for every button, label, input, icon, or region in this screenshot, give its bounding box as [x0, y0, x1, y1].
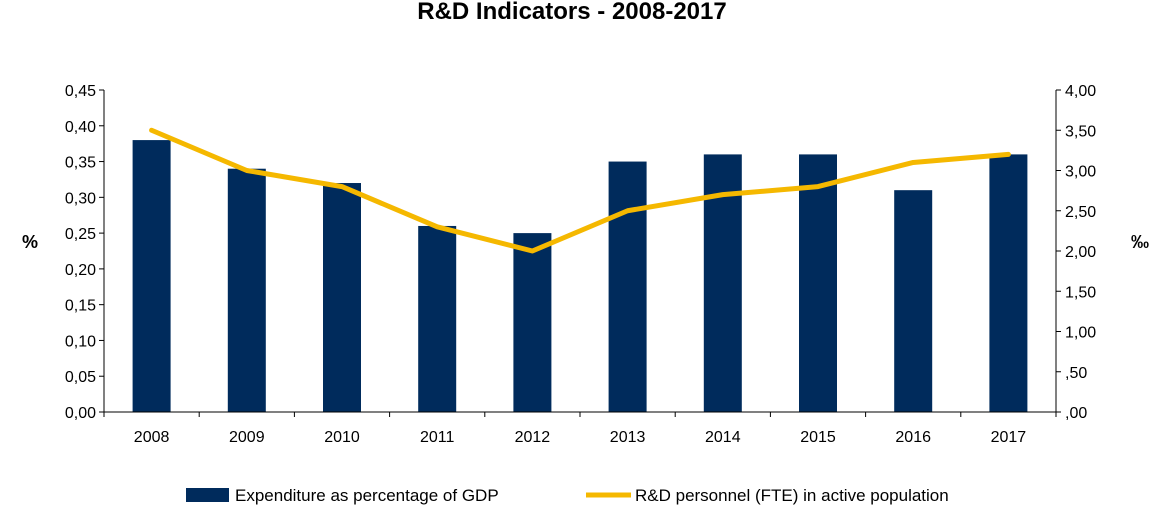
x-ticks: 2008 2009 2010 2011 2012 2013 2014 2015 2016 2017 — [103, 412, 1057, 446]
axes: 0,00 0,05 0,10 0,15 0,20 0,25 0,30 0,35 0,40 0,45… — [65, 83, 1096, 446]
left-y-axis-label: % — [22, 232, 38, 252]
right-tick-label: 1,50 — [1065, 284, 1096, 301]
left-y-ticks: 0,00 0,05 0,10 0,15 0,20 0,25 0,30 0,35 0,40 0,45 — [65, 83, 104, 422]
x-tick-label-2015: 2015 — [800, 429, 836, 446]
right-tick-label: 2,50 — [1065, 204, 1096, 221]
x-tick-label-2012: 2012 — [515, 429, 551, 446]
legend: Expenditure as percentage of GDP R&D per… — [186, 486, 949, 505]
legend-label-bars: Expenditure as percentage of GDP — [235, 486, 499, 505]
left-tick-label: 0,00 — [65, 405, 96, 422]
left-tick-label: 0,45 — [65, 83, 96, 100]
right-tick-label: ,00 — [1065, 405, 1087, 422]
right-y-axis-label: ‰ — [1131, 232, 1149, 252]
right-tick-label: 4,00 — [1065, 83, 1096, 100]
x-tick-label-2011: 2011 — [420, 429, 455, 446]
bar-2011 — [418, 225, 457, 412]
left-tick-label: 0,10 — [65, 333, 96, 350]
left-tick-label: 0,05 — [65, 369, 96, 386]
x-tick-label-2008: 2008 — [134, 429, 170, 446]
legend-swatch-bars — [186, 488, 229, 502]
bar-2012 — [513, 233, 552, 412]
right-tick-label: 3,50 — [1065, 123, 1096, 140]
right-tick-label: 2,00 — [1065, 244, 1096, 261]
bar-2008 — [132, 140, 171, 413]
bar-2013 — [608, 161, 647, 412]
x-tick-label-2010: 2010 — [324, 429, 360, 446]
left-tick-label: 0,30 — [65, 190, 96, 207]
x-tick-label-2014: 2014 — [705, 429, 741, 446]
bar-2015 — [799, 154, 837, 412]
bar-2017 — [989, 154, 1028, 412]
bar-2010 — [323, 183, 361, 412]
right-tick-label: 3,00 — [1065, 164, 1096, 181]
x-tick-label-2013: 2013 — [610, 429, 646, 446]
legend-label-line: R&D personnel (FTE) in active population — [635, 486, 949, 505]
left-tick-label: 0,40 — [65, 119, 96, 136]
x-tick-label-2016: 2016 — [895, 429, 931, 446]
right-tick-label: 1,00 — [1065, 325, 1096, 342]
right-tick-label: ,50 — [1065, 365, 1087, 382]
x-tick-label-2017: 2017 — [991, 429, 1027, 446]
left-tick-label: 0,15 — [65, 298, 96, 315]
bar-series — [132, 140, 1028, 413]
left-tick-label: 0,35 — [65, 155, 96, 172]
left-tick-label: 0,20 — [65, 262, 96, 279]
line-series — [149, 127, 1011, 254]
x-tick-label-2009: 2009 — [229, 429, 265, 446]
chart-title: R&D Indicators - 2008-2017 — [417, 0, 726, 25]
bar-2016 — [894, 190, 933, 412]
left-tick-label: 0,25 — [65, 226, 96, 243]
right-y-ticks: ,00 ,50 1,00 1,50 2,00 2,50 3,00 3,50 4,00 — [1056, 83, 1096, 422]
bar-2009 — [227, 168, 266, 412]
